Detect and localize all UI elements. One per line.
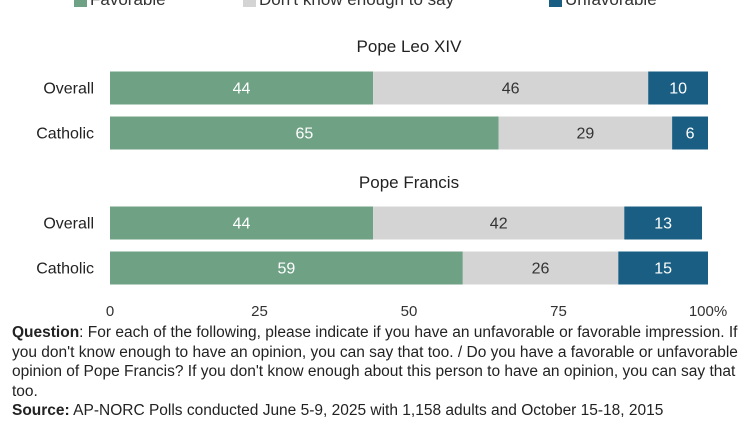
bar-label-pope-francis-overall-favorable: 44: [233, 216, 251, 233]
source-note: Source: AP-NORC Polls conducted June 5-9…: [12, 401, 740, 421]
legend-swatch-don-t-know-enough-to-say: [243, 0, 256, 7]
bar-label-pope-leo-xiv-overall-favorable: 44: [233, 81, 251, 98]
row-label-pope-leo-xiv-catholic: Catholic: [36, 126, 94, 143]
bar-pope-francis-catholic-favorable: [110, 251, 463, 285]
bar-label-pope-francis-catholic-unfavorable: 15: [654, 261, 672, 278]
question-note: Question: For each of the following, ple…: [12, 323, 740, 401]
row-label-pope-francis-overall: Overall: [43, 216, 94, 233]
bar-label-pope-leo-xiv-overall-unfavorable: 10: [669, 81, 687, 98]
bar-pope-leo-xiv-overall-don-t-know-enough-to-say: [373, 71, 649, 105]
x-tick-label-4: 100%: [689, 303, 727, 320]
bar-pope-leo-xiv-overall-favorable: [110, 71, 374, 105]
x-tick-label-2: 50: [401, 303, 418, 320]
bar-label-pope-leo-xiv-catholic-unfavorable: 6: [686, 126, 695, 143]
legend-label-don-t-know-enough-to-say: Don't know enough to say: [259, 0, 455, 9]
row-label-pope-francis-catholic: Catholic: [36, 261, 94, 278]
bar-pope-francis-overall-favorable: [110, 206, 374, 240]
bar-pope-leo-xiv-catholic-unfavorable: [672, 116, 708, 150]
bar-label-pope-leo-xiv-catholic-don-t-know-enough-to-say: 29: [577, 126, 595, 143]
legend-swatch-favorable: [74, 0, 87, 7]
source-label: Source:: [12, 402, 70, 419]
x-tick-label-1: 25: [251, 303, 268, 320]
bar-label-pope-francis-catholic-don-t-know-enough-to-say: 26: [532, 261, 550, 278]
source-text: AP-NORC Polls conducted June 5-9, 2025 w…: [69, 402, 664, 419]
bar-pope-francis-overall-don-t-know-enough-to-say: [373, 206, 625, 240]
bar-label-pope-leo-xiv-catholic-favorable: 65: [295, 126, 313, 143]
bar-pope-leo-xiv-catholic-favorable: [110, 116, 499, 150]
x-tick-label-3: 75: [550, 303, 567, 320]
bar-pope-leo-xiv-catholic-don-t-know-enough-to-say: [498, 116, 673, 150]
row-label-pope-leo-xiv-overall: Overall: [43, 81, 94, 98]
question-label: Question: [12, 324, 80, 341]
bar-pope-leo-xiv-overall-unfavorable: [648, 71, 708, 105]
stacked-bar-chart: Favorable Don't know enough to say Unfavor…: [36, 0, 727, 320]
group-title-pope-leo-xiv: Pope Leo XIV: [357, 37, 463, 56]
group-title-pope-francis: Pope Francis: [359, 173, 459, 192]
bar-pope-francis-catholic-unfavorable: [618, 251, 708, 285]
bar-pope-francis-catholic-don-t-know-enough-to-say: [462, 251, 619, 285]
legend-swatch-unfavorable: [549, 0, 562, 7]
bar-label-pope-francis-catholic-favorable: 59: [278, 261, 296, 278]
x-tick-label-0: 0: [106, 303, 114, 320]
bar-label-pope-francis-overall-don-t-know-enough-to-say: 42: [490, 216, 508, 233]
footnote: Question: For each of the following, ple…: [12, 323, 740, 421]
bar-label-pope-francis-overall-unfavorable: 13: [654, 216, 672, 233]
legend-label-unfavorable: Unfavorable: [565, 0, 657, 9]
legend-label-favorable: Favorable: [90, 0, 166, 9]
question-text: : For each of the following, please indi…: [12, 324, 738, 400]
bar-pope-francis-overall-unfavorable: [624, 206, 703, 240]
bar-label-pope-leo-xiv-overall-don-t-know-enough-to-say: 46: [502, 81, 520, 98]
